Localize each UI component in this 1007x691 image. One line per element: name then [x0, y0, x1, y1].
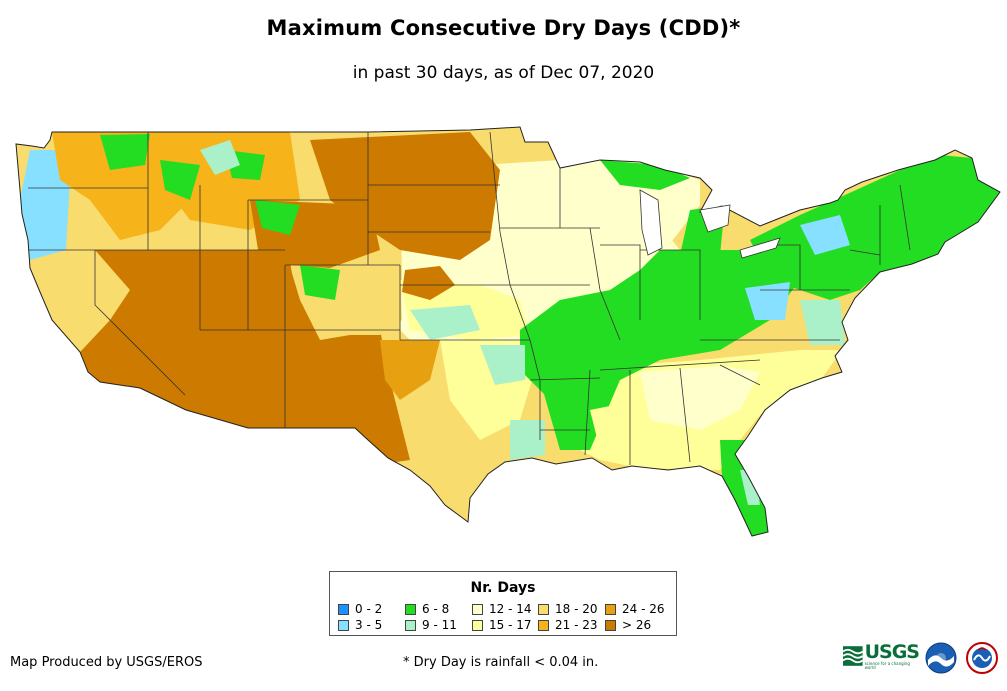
- nws-logo: [966, 642, 998, 674]
- legend-item: 12 - 14: [472, 602, 532, 616]
- legend-item: 0 - 2: [338, 602, 382, 616]
- us-outline: [15, 126, 1001, 537]
- legend-swatch: [405, 603, 416, 615]
- legend-swatch: [605, 619, 616, 631]
- legend-item: 21 - 23: [538, 618, 598, 632]
- legend-title: Nr. Days: [470, 580, 536, 596]
- dry-day-footnote: * Dry Day is rainfall < 0.04 in.: [403, 655, 599, 670]
- legend-swatch: [405, 619, 416, 631]
- legend-swatch: [472, 619, 483, 631]
- noaa-logo: [925, 642, 957, 674]
- legend-swatch: [538, 603, 549, 615]
- cdd-choropleth: [16, 127, 1000, 536]
- map-title: Maximum Consecutive Dry Days (CDD)*: [266, 16, 741, 40]
- usgs-wave-icon: [843, 646, 863, 666]
- legend: Nr. Days 0 - 2 3 - 5 6 - 8 9 - 11 12 - 1…: [329, 571, 677, 636]
- map-subtitle: in past 30 days, as of Dec 07, 2020: [352, 63, 655, 83]
- legend-swatch: [338, 603, 349, 615]
- lake-michigan: [639, 189, 663, 256]
- legend-swatch: [338, 619, 349, 631]
- state-boundaries: [28, 131, 911, 465]
- lake-erie: [739, 237, 781, 259]
- lake-huron: [699, 204, 731, 233]
- legend-item: 15 - 17: [472, 618, 532, 632]
- legend-item: 18 - 20: [538, 602, 598, 616]
- legend-item: 24 - 26: [605, 602, 665, 616]
- legend-swatch: [472, 603, 483, 615]
- legend-item: 6 - 8: [405, 602, 449, 616]
- legend-swatch: [538, 619, 549, 631]
- legend-item: 3 - 5: [338, 618, 382, 632]
- usgs-wordmark: USGS: [864, 640, 920, 663]
- legend-item: > 26: [605, 618, 651, 632]
- legend-item: 9 - 11: [405, 618, 457, 632]
- usgs-logo: USGS science for a changing world: [843, 640, 920, 670]
- usgs-tagline: science for a changing world: [864, 660, 910, 670]
- producer-credit: Map Produced by USGS/EROS: [10, 655, 203, 670]
- legend-swatch: [605, 603, 616, 615]
